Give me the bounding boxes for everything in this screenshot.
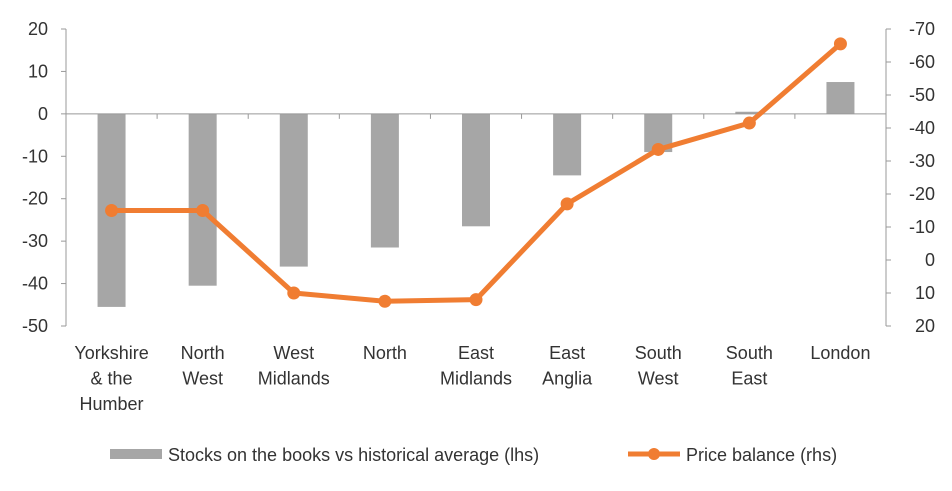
line-point [378, 294, 392, 308]
bar [188, 113, 217, 286]
category-label: South West [635, 343, 682, 389]
right-tick-label: -10 [909, 217, 935, 237]
line-point [196, 204, 210, 217]
line-point [833, 37, 847, 51]
axes [61, 28, 891, 327]
line-point [560, 197, 574, 211]
category-label: Yorkshire & the Humber [74, 343, 148, 414]
category-label: South East [726, 343, 773, 389]
bar-series [97, 82, 855, 307]
left-tick-label: 0 [38, 104, 48, 124]
left-tick-label: -20 [22, 189, 48, 209]
right-tick-label: 10 [915, 283, 935, 303]
bar [553, 113, 582, 176]
right-tick-label: -70 [909, 19, 935, 39]
left-tick-label: 10 [28, 61, 48, 81]
right-tick-label: -60 [909, 52, 935, 72]
bar [735, 111, 764, 114]
line-point [287, 286, 301, 300]
category-label: North West [181, 343, 225, 389]
category-label: East Midlands [440, 343, 512, 389]
left-tick-label: -30 [22, 231, 48, 251]
line-series [105, 37, 847, 308]
bar [826, 82, 855, 114]
bar [279, 113, 308, 267]
category-label: East Anglia [542, 343, 593, 389]
category-labels: Yorkshire & the Humber North West West Midland… [74, 343, 870, 414]
category-label: London [810, 343, 870, 363]
category-label: North [363, 343, 407, 363]
right-tick-label: 0 [925, 250, 935, 270]
right-tick-label: -20 [909, 184, 935, 204]
right-tick-label: 20 [915, 316, 935, 336]
right-tick-label: -50 [909, 85, 935, 105]
right-tick-label: -30 [909, 151, 935, 171]
line-point [742, 116, 756, 130]
line-point [651, 142, 665, 156]
legend: Stocks on the books vs historical averag… [110, 445, 837, 465]
left-tick-label: -40 [22, 274, 48, 294]
line-point [105, 204, 119, 217]
left-tick-label: 20 [28, 19, 48, 39]
right-axis-ticks: -70 -60 -50 -40 -30 -20 -10 0 10 20 [909, 19, 935, 336]
legend-line-marker [648, 448, 660, 460]
legend-bar-label: Stocks on the books vs historical averag… [168, 445, 539, 465]
line-point [469, 293, 483, 307]
left-tick-label: -50 [22, 316, 48, 336]
left-tick-label: -10 [22, 146, 48, 166]
bar [370, 113, 399, 248]
legend-bar-swatch [110, 449, 162, 459]
category-label: West Midlands [258, 343, 330, 389]
right-tick-label: -40 [909, 118, 935, 138]
left-axis-ticks: 20 10 0 -10 -20 -30 -40 -50 [22, 19, 48, 336]
bar [462, 113, 490, 227]
legend-line-label: Price balance (rhs) [686, 445, 837, 465]
